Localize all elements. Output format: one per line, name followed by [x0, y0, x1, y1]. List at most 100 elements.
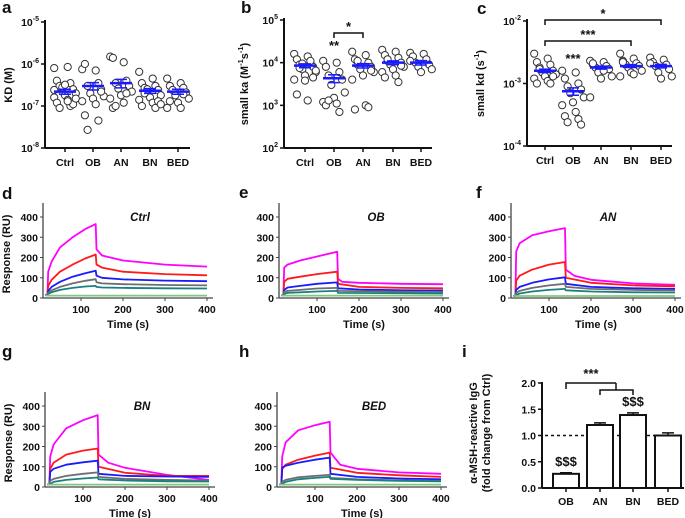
data-point [165, 97, 174, 106]
y-tick-label: 200 [22, 442, 40, 454]
panel-f-sensorgram: 0 100 200 300 400 100 200 300 400 Time (s) AN [488, 203, 684, 331]
category-label: Ctrl [296, 157, 314, 169]
data-point [532, 79, 542, 88]
tick-base: 10 [262, 15, 274, 27]
x-tick-label: 400 [198, 304, 216, 316]
category-label: OB [85, 157, 101, 169]
significance-bracket [544, 40, 632, 46]
sem-error-bar [655, 63, 667, 69]
data-point [348, 75, 357, 84]
y-tick-label: 10-4 [503, 140, 521, 153]
y-tick-label: 102 [262, 142, 278, 155]
data-point [571, 107, 580, 117]
sem-error-bar [595, 65, 607, 70]
panel-letter: a [2, 0, 12, 17]
y-tick-label: 10-3 [503, 78, 521, 91]
y-tick-label: 2.0 [521, 378, 536, 390]
x-tick-label: 200 [350, 304, 368, 316]
data-point [558, 101, 567, 110]
tick-exponent: -4 [515, 140, 521, 147]
y-label-superscript: -1 [472, 54, 481, 61]
y-axis-label: small kd (s-1) [472, 50, 487, 118]
y-tick-label: 0.5 [521, 457, 536, 469]
sem-error-bar [299, 63, 311, 69]
category-label: BN [623, 155, 638, 167]
y-label-text: ) [239, 42, 251, 46]
response-curve [45, 223, 208, 296]
panel-e-sensorgram: 0 100 200 300 400 100 200 300 400 Time (s) OB [256, 203, 452, 331]
x-tick-label: 200 [114, 304, 132, 316]
y-tick-label: 10-2 [503, 15, 521, 28]
tick-base: 10 [262, 58, 274, 70]
data-point [321, 62, 330, 71]
tick-base: 10 [21, 59, 33, 71]
y-axis-label: Response (RU) [3, 403, 15, 482]
y-label-text: small kd (s [475, 60, 487, 117]
y-tick-label: 1.5 [521, 404, 536, 416]
data-point [607, 72, 616, 81]
y-tick-label: 0 [34, 482, 40, 494]
tick-exponent: -5 [33, 16, 39, 23]
data-point [94, 116, 103, 125]
response-curve [47, 471, 210, 486]
y-label-superscript: -1 [236, 59, 245, 66]
tick-base: 10 [21, 17, 33, 29]
tick-base: 10 [262, 143, 274, 155]
response-curve [47, 414, 210, 486]
data-point [332, 58, 341, 67]
significance-bracket [544, 19, 662, 25]
panel-letter: b [241, 0, 251, 17]
data-point [335, 107, 344, 117]
data-point [148, 74, 157, 83]
x-axis-label: Time (s) [107, 319, 149, 331]
tick-exponent: 3 [274, 99, 278, 106]
response-curve [47, 459, 210, 486]
y-tick-label: 400 [22, 401, 40, 413]
y-tick-label: 100 [256, 273, 274, 285]
sem-error-bar [59, 88, 71, 96]
panel-letter: g [2, 342, 12, 361]
data-point [303, 96, 312, 105]
data-point [563, 82, 572, 91]
y-axis-label: KD (M) [3, 67, 15, 103]
response-curve [281, 270, 444, 297]
tick-base: 10 [503, 79, 515, 91]
x-tick-label: 100 [74, 493, 92, 505]
significance-mark: $$$ [622, 394, 644, 409]
category-label: Ctrl [56, 157, 74, 169]
x-axis-label: Time (s) [343, 319, 385, 331]
sem-error-bar [387, 60, 399, 66]
data-point [549, 72, 558, 81]
data-point [335, 68, 344, 77]
data-point [80, 59, 90, 69]
x-tick-label: 400 [200, 493, 218, 505]
y-tick-label: 300 [254, 421, 272, 433]
bar [654, 434, 682, 489]
tick-exponent: -3 [515, 78, 521, 85]
data-point [106, 94, 115, 103]
data-point [364, 103, 373, 112]
sem-error-bar [357, 62, 369, 69]
significance-bracket [333, 32, 364, 38]
category-label: BED [167, 157, 190, 169]
data-point [367, 66, 376, 75]
data-point [91, 100, 100, 109]
y-axis-label: (fold change from Ctrl) [481, 373, 493, 492]
x-axis-label: Time (s) [341, 508, 383, 518]
response-curve [281, 289, 444, 297]
data-point [137, 101, 146, 111]
sem-error-bar [115, 78, 127, 89]
data-point [340, 88, 349, 97]
y-tick-label: 103 [262, 99, 278, 112]
x-axis-label: Time (s) [575, 319, 617, 331]
y-axis-label: α-MSH-reactive IgG [468, 382, 480, 484]
significance-mark: $$$ [555, 454, 577, 469]
y-tick-label: 0 [500, 293, 506, 305]
response-curve [45, 253, 208, 296]
data-point [292, 90, 301, 99]
x-tick-label: 100 [306, 493, 324, 505]
response-curve [279, 456, 442, 486]
y-label-text: KD (M) [3, 67, 15, 103]
data-point [571, 68, 580, 77]
